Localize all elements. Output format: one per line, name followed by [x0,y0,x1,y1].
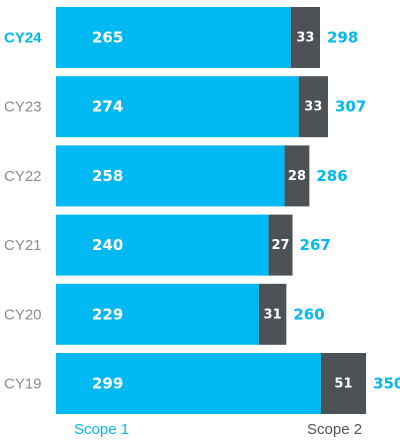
bar-scope-2-cy24 [290,7,320,68]
bars-group: CY24 265 33 298 CY23 274 33 307 CY22 258 28 286 CY21… [4,7,400,414]
category-label-cy23: CY23 [4,99,42,116]
category-label-cy19: CY19 [4,376,42,393]
value-label-total-cy23: 307 [335,98,366,116]
value-label-scope-2-cy22: 28 [288,169,306,184]
value-label-scope-2-cy23: 33 [304,100,322,115]
value-label-total-cy22: 286 [316,167,347,185]
legend: Scope 1 Scope 2 [74,421,362,438]
value-label-scope-2-cy19: 51 [334,377,352,392]
value-label-total-cy19: 350 [373,375,400,393]
bar-scope-1-cy22 [56,145,285,207]
value-label-scope-2-cy24: 33 [296,31,314,46]
value-label-total-cy24: 298 [327,29,358,47]
value-label-scope-1-cy23: 274 [92,98,123,116]
category-label-cy22: CY22 [4,168,42,185]
bar-scope-2-cy21 [268,214,293,276]
value-label-total-cy21: 267 [300,236,331,254]
bar-scope-2-cy22 [284,145,310,207]
value-label-scope-1-cy20: 229 [92,305,123,323]
value-label-scope-2-cy21: 27 [272,238,290,253]
bar-scope-2-cy23 [298,76,328,138]
value-label-scope-1-cy24: 265 [92,29,123,47]
category-label-cy24: CY24 [4,30,42,47]
bar-scope-1-cy20 [56,283,259,345]
value-label-scope-1-cy21: 240 [92,236,123,254]
bar-scope-1-cy21 [56,214,269,276]
value-label-scope-1-cy19: 299 [92,375,123,393]
category-label-cy20: CY20 [4,306,42,323]
bar-scope-1-cy24 [56,7,291,68]
legend-scope-2: Scope 2 [307,421,362,438]
value-label-scope-1-cy22: 258 [92,167,123,185]
value-label-total-cy20: 260 [293,305,324,323]
bar-scope-1-cy19 [56,353,321,414]
category-label-cy21: CY21 [4,237,42,254]
bar-scope-1-cy23 [56,76,299,138]
legend-scope-1: Scope 1 [74,421,129,438]
bar-scope-2-cy20 [258,283,287,345]
bar-scope-2-cy19 [320,353,367,414]
value-label-scope-2-cy20: 31 [264,307,282,322]
